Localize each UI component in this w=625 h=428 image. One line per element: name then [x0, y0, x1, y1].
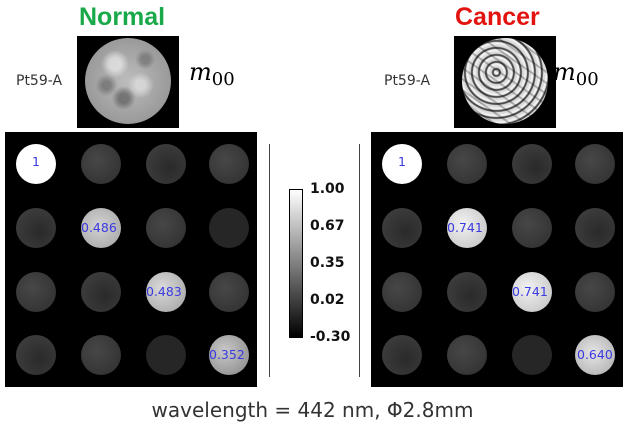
divider-right	[359, 144, 360, 377]
element-label-cancer: m00	[553, 58, 599, 90]
matrix-cell-2-2	[447, 208, 487, 248]
value-m22: 0.486	[81, 220, 117, 235]
colorbar	[289, 189, 303, 338]
matrix-cell-3-2	[81, 272, 121, 312]
cancer-tissue-image	[454, 36, 556, 128]
matrix-cell-3-1	[382, 272, 422, 312]
value-m22: 0.741	[447, 220, 483, 235]
matrix-cell-2-2	[81, 208, 121, 248]
matrix-cell-3-1	[16, 272, 56, 312]
matrix-cell-4-3	[512, 335, 552, 375]
matrix-cell-1-3	[512, 144, 552, 184]
value-m11: 1	[32, 154, 40, 169]
colorbar-tick-5: -0.30	[310, 329, 351, 345]
colorbar-tick-3: 0.35	[310, 255, 345, 271]
element-label-base: m	[553, 58, 576, 86]
matrix-cell-1-4	[575, 144, 615, 184]
element-label-sub: 00	[575, 69, 599, 90]
title-cancer: Cancer	[455, 3, 540, 31]
title-normal: Normal	[79, 3, 166, 31]
normal-tissue-image	[77, 36, 179, 128]
colorbar-tick-2: 0.67	[310, 218, 345, 234]
value-m44: 0.352	[209, 347, 245, 362]
element-label-sub: 00	[211, 69, 235, 90]
divider-left	[269, 144, 270, 377]
value-m33: 0.483	[146, 284, 182, 299]
matrix-cell-2-1	[16, 208, 56, 248]
matrix-cell-3-2	[447, 272, 487, 312]
matrix-cell-2-3	[512, 208, 552, 248]
element-label-normal: m00	[189, 58, 235, 90]
matrix-cell-4-2	[447, 335, 487, 375]
value-m33: 0.741	[512, 284, 548, 299]
caption: wavelength = 442 nm, Φ2.8mm	[151, 398, 474, 422]
sample-id-normal: Pt59-A	[16, 73, 63, 89]
normal-matrix-panel: 1 0.486 0.483 0.352	[5, 132, 257, 387]
sample-id-cancer: Pt59-A	[384, 73, 431, 89]
matrix-cell-3-4	[575, 272, 615, 312]
value-m44: 0.640	[577, 347, 613, 362]
matrix-cell-3-3	[146, 272, 186, 312]
matrix-cell-4-4	[209, 335, 249, 375]
matrix-cell-4-1	[16, 335, 56, 375]
value-m11: 1	[398, 154, 406, 169]
cancer-matrix-panel: 1 0.741 0.741 0.640	[371, 132, 623, 387]
matrix-cell-1-2	[447, 144, 487, 184]
matrix-cell-1-1	[16, 144, 56, 184]
matrix-cell-1-3	[146, 144, 186, 184]
matrix-cell-2-4	[575, 208, 615, 248]
matrix-cell-4-4	[575, 335, 615, 375]
matrix-cell-2-3	[146, 208, 186, 248]
matrix-cell-1-4	[209, 144, 249, 184]
matrix-cell-4-2	[81, 335, 121, 375]
matrix-cell-4-3	[146, 335, 186, 375]
matrix-cell-2-4	[209, 208, 249, 248]
matrix-cell-3-4	[209, 272, 249, 312]
colorbar-tick-4: 0.02	[310, 292, 345, 308]
matrix-cell-4-1	[382, 335, 422, 375]
matrix-cell-1-1	[382, 144, 422, 184]
matrix-cell-1-2	[81, 144, 121, 184]
colorbar-tick-1: 1.00	[310, 181, 345, 197]
matrix-cell-2-1	[382, 208, 422, 248]
matrix-cell-3-3	[512, 272, 552, 312]
element-label-base: m	[189, 58, 212, 86]
